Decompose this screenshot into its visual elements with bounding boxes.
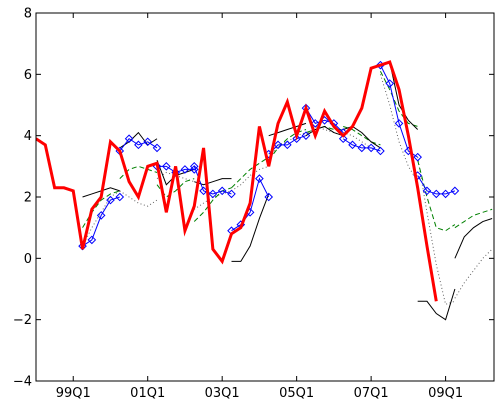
series-3-line-5 (268, 129, 307, 161)
series-3-line-8 (379, 71, 418, 127)
series-4-line-8 (379, 74, 419, 182)
y-tick-label: 2 (24, 191, 32, 206)
series-1-marker (255, 174, 264, 183)
series-1-marker (227, 189, 236, 199)
series-1-marker (134, 140, 143, 150)
series-1-marker (376, 146, 385, 156)
series-1-marker (152, 143, 162, 153)
series-1-marker (338, 134, 348, 144)
y-tick-label: 4 (24, 129, 32, 144)
series-1-marker (115, 192, 125, 202)
series-1-marker (366, 143, 376, 153)
series-1-marker (273, 140, 283, 150)
series-1-marker (264, 192, 274, 202)
series-1-marker (413, 152, 422, 162)
x-tick-label: 07Q1 (354, 386, 389, 401)
x-tick-label: 99Q1 (56, 386, 91, 401)
series-3-line-9 (417, 160, 456, 232)
series-3-line-4 (231, 156, 269, 189)
series-1-marker (106, 195, 115, 205)
series-3-line-7 (343, 125, 381, 146)
series-1-marker (143, 137, 153, 147)
series-1-marker (124, 134, 134, 144)
series-2-line-10 (454, 217, 493, 259)
series-1-marker (422, 186, 432, 196)
series-4-line-9 (417, 157, 456, 305)
series-1-line-1 (119, 138, 158, 152)
y-tick-label: 6 (24, 68, 32, 83)
series-1-marker (283, 140, 292, 150)
x-tick-label: 05Q1 (279, 386, 314, 401)
x-tick-label: 09Q1 (428, 386, 463, 401)
series-1-marker (96, 211, 106, 220)
series-0 (36, 60, 438, 302)
y-tick-label: 0 (24, 252, 32, 267)
series-4-line-10 (454, 248, 493, 299)
series-1-marker (431, 189, 441, 199)
series-1-marker (217, 186, 227, 196)
series-1-marker (357, 143, 367, 153)
series-1-line-6 (305, 107, 344, 133)
series-1-marker (394, 119, 404, 128)
series-1-marker (310, 119, 320, 128)
series-1-marker (208, 189, 218, 199)
series-3-line-10 (454, 208, 493, 229)
series-2-line-6 (305, 125, 344, 137)
series-4-line-5 (268, 132, 307, 161)
series-1-marker (301, 131, 311, 140)
y-tick-label: 8 (24, 7, 32, 22)
series-0-line-0 (36, 60, 438, 302)
series-1-marker (87, 235, 97, 245)
series-4-line-1 (119, 190, 158, 207)
series-1-marker (180, 165, 190, 174)
y-tick-label: −2 (13, 313, 32, 328)
series-1-marker (348, 140, 357, 150)
series-2-line-4 (231, 193, 270, 262)
series-2-line-9 (417, 288, 456, 321)
series-1-marker (385, 79, 395, 88)
series-1-marker (450, 186, 460, 196)
series-1-line-4 (231, 177, 270, 232)
series-1-marker (292, 134, 301, 144)
series-1-marker (162, 162, 171, 171)
y-tick-label: −4 (13, 375, 32, 390)
series-4-line-3 (193, 190, 232, 210)
series-4-line-4 (231, 165, 269, 192)
series-1-marker (189, 162, 199, 171)
x-tick-label: 03Q1 (205, 386, 240, 401)
x-tick-label: 01Q1 (130, 386, 165, 401)
series-1-marker (441, 189, 450, 199)
series-4-line-2 (156, 171, 195, 183)
